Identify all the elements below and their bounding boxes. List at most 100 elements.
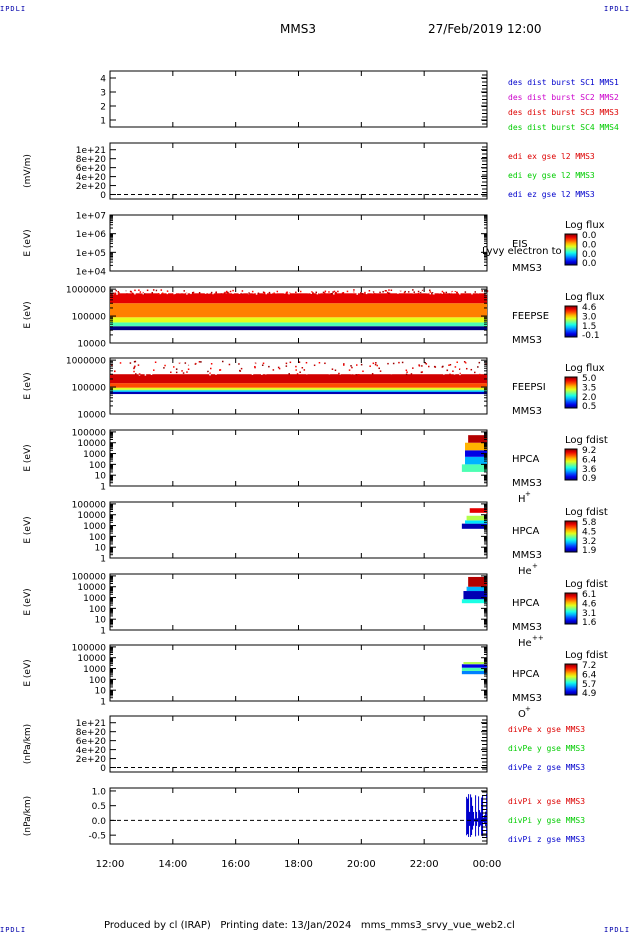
spectrogram-pixel bbox=[178, 362, 181, 364]
spectrogram-pixel bbox=[439, 291, 442, 293]
spectrogram-pixel bbox=[426, 291, 429, 294]
panel-frame-HPCA_He+ bbox=[109, 501, 488, 559]
spectrogram-pixel bbox=[207, 370, 209, 373]
spacecraft-label: MMS3 bbox=[512, 622, 542, 633]
y-axis-label: E (eV) bbox=[23, 444, 33, 471]
spectrogram-pixel bbox=[212, 292, 214, 295]
species-charge: + bbox=[525, 490, 531, 498]
colorbar-tick-label: 3.2 bbox=[582, 537, 596, 547]
spectrogram-pixel bbox=[318, 361, 321, 364]
spectrogram-pixel bbox=[470, 289, 472, 291]
y-tick-label: 0 bbox=[100, 764, 106, 774]
spectrogram-pixel bbox=[295, 369, 297, 371]
colorbar bbox=[564, 520, 578, 553]
spectrogram-pixel bbox=[265, 292, 267, 295]
y-axis-label: (nPa/km) bbox=[23, 724, 33, 764]
spectrogram-pixel bbox=[134, 292, 136, 295]
y-tick-label: 1 bbox=[100, 627, 106, 637]
spectrogram-pixel bbox=[195, 289, 197, 291]
spectrogram-pixel bbox=[138, 289, 140, 291]
spectrogram-pixel bbox=[420, 371, 423, 374]
spectrogram-pixel bbox=[131, 292, 134, 295]
spectrogram-pixel bbox=[129, 362, 132, 364]
spectrogram-pixel bbox=[181, 370, 183, 372]
spectrogram-pixel bbox=[133, 360, 136, 363]
spectrogram-pixel bbox=[277, 291, 280, 293]
spectrogram-pixel bbox=[306, 372, 308, 375]
spectrogram-pixel bbox=[305, 361, 308, 364]
spectrogram-pixel bbox=[415, 367, 417, 370]
spectrogram-pixel bbox=[183, 291, 185, 294]
spectrogram-pixel bbox=[182, 372, 185, 374]
y-tick-label: 6e+20 bbox=[76, 737, 107, 747]
legend-label: edi ey gse l2 MMS3 bbox=[508, 171, 595, 180]
spectrogram-pixel bbox=[203, 364, 205, 366]
spectrogram-pixel bbox=[474, 371, 476, 374]
colorbar bbox=[564, 663, 578, 696]
spectrogram-pixel bbox=[208, 290, 211, 293]
spectrogram-pixel bbox=[241, 292, 243, 295]
spectrogram-pixel bbox=[172, 366, 175, 368]
spectrogram-pixel bbox=[266, 366, 268, 368]
spectrogram-pixel bbox=[368, 290, 371, 292]
spectrogram-pixel bbox=[328, 290, 331, 293]
spectrogram-pixel bbox=[223, 292, 226, 294]
spectrogram-pixel bbox=[364, 291, 366, 294]
spectrogram-pixel bbox=[142, 292, 145, 295]
spectrogram-pixel bbox=[200, 361, 202, 363]
spectrogram-pixel bbox=[267, 367, 269, 370]
species-label: He bbox=[518, 638, 532, 649]
spectrogram-pixel bbox=[331, 292, 334, 295]
panel-frame-HPCA_He++ bbox=[109, 573, 488, 631]
corner-label-bottom-right: IPDLI bbox=[604, 926, 630, 934]
spectrogram-pixel bbox=[270, 292, 273, 294]
spectrogram-pixel bbox=[262, 362, 265, 365]
spectrogram-pixel bbox=[375, 370, 377, 372]
spectrogram-pixel bbox=[116, 293, 118, 295]
spectrogram-pixel bbox=[463, 360, 466, 363]
colorbar-tick-label: 7.2 bbox=[582, 661, 596, 671]
spectrogram-pixel bbox=[371, 373, 374, 375]
spectrogram-pixel bbox=[204, 368, 207, 370]
spectrogram-pixel bbox=[306, 364, 308, 367]
spectrogram-pixel bbox=[334, 369, 337, 372]
spectrogram-pixel bbox=[454, 366, 457, 368]
spectrogram-pixel bbox=[362, 370, 364, 373]
y-tick-label: 1e+21 bbox=[76, 146, 106, 156]
spectrogram-pixel bbox=[411, 370, 413, 373]
spectrogram-pixel bbox=[175, 362, 178, 364]
spectrogram-pixel bbox=[438, 362, 440, 364]
spectrogram-pixel bbox=[289, 361, 292, 364]
spectrogram-pixel bbox=[168, 372, 170, 374]
spectrogram-pixel bbox=[260, 372, 263, 375]
spectrogram-pixel bbox=[373, 293, 376, 295]
spectrogram-pixel bbox=[205, 289, 208, 291]
spectrogram-pixel bbox=[429, 289, 431, 292]
colorbar bbox=[564, 305, 578, 338]
spectrogram-pixel bbox=[360, 292, 362, 294]
y-tick-label: 10000 bbox=[77, 340, 106, 350]
spectrogram-pixel bbox=[447, 291, 449, 293]
spectrogram-pixel bbox=[423, 370, 426, 373]
spacecraft-label: MMS3 bbox=[512, 693, 542, 704]
spectrogram-pixel bbox=[311, 291, 313, 293]
spectrogram-pixel bbox=[156, 290, 159, 292]
spectrogram-pixel bbox=[236, 369, 239, 372]
species-charge: ++ bbox=[532, 634, 544, 642]
spectrogram-pixel bbox=[215, 292, 217, 294]
y-axis-label: (nPa/km) bbox=[23, 796, 33, 836]
spectrogram-pixel bbox=[126, 361, 128, 364]
spectrogram-pixel bbox=[349, 362, 351, 364]
spectrogram-pixel bbox=[144, 374, 147, 376]
spectrogram-pixel bbox=[425, 367, 428, 370]
spectrogram-pixel bbox=[126, 293, 128, 295]
spectrogram-pixel bbox=[221, 360, 224, 363]
spectrogram-pixel bbox=[217, 362, 220, 365]
spectrogram-band bbox=[110, 387, 487, 390]
spacecraft-label: MMS3 bbox=[512, 263, 542, 274]
spectrogram-pixel bbox=[251, 290, 254, 293]
date-time-title: 27/Feb/2019 12:00 bbox=[428, 22, 542, 36]
colorbar-title: Log flux bbox=[565, 363, 605, 374]
spectrogram-pixel bbox=[191, 292, 194, 294]
spacecraft-label: MMS3 bbox=[512, 478, 542, 489]
